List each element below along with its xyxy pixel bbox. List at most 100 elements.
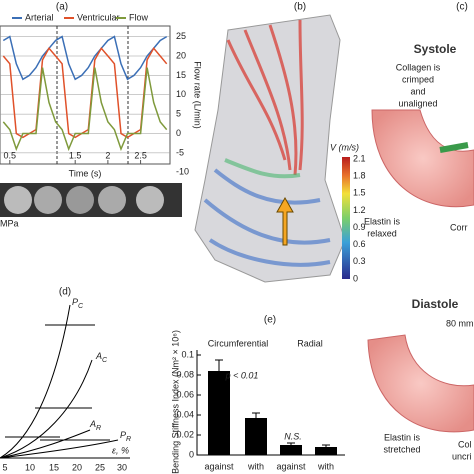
bar: [315, 447, 337, 455]
y-tick-label: 0: [176, 128, 181, 138]
panel-label: (e): [264, 315, 276, 326]
y-axis-label: Bending Stiffness Index (Nm² × 10⁶): [170, 330, 180, 474]
curve-label-sub: C: [78, 303, 84, 310]
streamlines: [226, 19, 304, 176]
annotation: unaligned: [398, 98, 437, 108]
annotation: Elastin is: [364, 216, 401, 226]
y-tick-label: 0.04: [176, 409, 194, 419]
panel-a: (a) MPa -10 -5 0 5 10 15 20 25 0.5 1.5 2 2.5 Time (s…: [0, 2, 203, 228]
error-bars: [5, 324, 110, 441]
error-bar: [287, 442, 295, 445]
curve-label-main: A: [89, 419, 96, 429]
x-tick-label: 10: [25, 462, 35, 472]
x-tick-label: 1.5: [69, 150, 82, 160]
vessel-wall: [371, 109, 474, 208]
curve-label: AC: [95, 351, 108, 363]
curve: [0, 304, 71, 459]
x-tick-label: 30: [117, 462, 127, 472]
x-axis-label: Time (s): [69, 168, 102, 178]
error-bar: [252, 412, 260, 418]
annotation: relaxed: [367, 228, 397, 238]
y-tick-label: 0.1: [181, 349, 194, 359]
x-tick-label: 2: [105, 150, 110, 160]
y-tick-label: 0.06: [176, 389, 194, 399]
x-tick-label: with: [317, 461, 334, 471]
bar: [208, 371, 230, 455]
valve-image: [98, 186, 126, 214]
annotation: Elastin is: [384, 432, 421, 442]
colorbar-label: 0.3: [353, 256, 366, 266]
phase-title: Systole: [414, 42, 457, 56]
bar: [280, 445, 302, 455]
plot-lines: [2, 35, 168, 152]
curve-label: PC: [72, 297, 84, 309]
x-tick-label: 0.5: [4, 150, 17, 160]
annotation: N.S.: [284, 431, 302, 441]
x-tick-label: 20: [72, 462, 82, 472]
annotation: uncri: [452, 451, 472, 461]
valve-image: [66, 186, 94, 214]
x-tick-label: against: [204, 461, 234, 471]
streamlines: [224, 158, 301, 179]
y-tick-label: 0.08: [176, 369, 194, 379]
curve-label: PR: [120, 430, 131, 442]
colorbar-label: 1.8: [353, 171, 366, 181]
curve: [0, 359, 93, 459]
annotation: Collagen is: [396, 62, 441, 72]
panel-c: (c) Systole Collagen is crimped and unal…: [364, 2, 474, 461]
flow-arrow: [439, 142, 469, 153]
x-tick-label: against: [276, 461, 306, 471]
curve-label-sub: R: [96, 425, 101, 432]
curve-label: AR: [89, 419, 101, 431]
x-tick-label: 25: [95, 462, 105, 472]
annotation: Col: [458, 439, 472, 449]
streamlines: [203, 168, 331, 267]
annotation: Radial: [297, 338, 323, 348]
curve: [0, 429, 91, 459]
annotation: Corr: [450, 222, 468, 232]
panel-label: (c): [456, 2, 468, 13]
annotation: Circumferential: [208, 338, 269, 348]
colorbar-label: 1.2: [353, 205, 366, 215]
curve-label-main: P: [72, 297, 78, 307]
annotation: 80 mm: [446, 318, 474, 328]
curve: [0, 439, 119, 459]
curve-label-sub: C: [102, 357, 108, 364]
valve-image: [34, 186, 62, 214]
x-axis-label: ε, %: [112, 445, 129, 455]
y-axis-label: Flow rate (L/min): [193, 61, 203, 129]
annotation: p < 0.01: [225, 370, 259, 380]
annotation: and: [410, 86, 425, 96]
series-line: [2, 67, 168, 152]
valve-image: [136, 186, 164, 214]
y-tick-label: -5: [176, 147, 184, 157]
flow-arrow: [276, 196, 294, 246]
y-tick-label: 20: [176, 50, 186, 60]
legend-label: Ventricular: [77, 12, 120, 22]
x-tick-label: 15: [49, 462, 59, 472]
error-bar: [322, 444, 330, 447]
colorbar-label: 0.6: [353, 239, 366, 249]
phase-title: Diastole: [412, 297, 459, 311]
error-bar: [215, 359, 223, 371]
legend-label: Flow: [129, 12, 149, 22]
y-tick-label: 0: [189, 449, 194, 459]
annotation: stretched: [383, 444, 420, 454]
panel-label: (b): [294, 2, 306, 13]
curve-label-sub: R: [126, 436, 131, 443]
colorbar-label: 0: [353, 273, 358, 283]
y-tick-label: 25: [176, 31, 186, 41]
x-tick-label: 5: [2, 462, 7, 472]
aorta: [194, 14, 346, 283]
bar: [245, 418, 267, 455]
colorbar-label: 0.9: [353, 222, 366, 232]
y-tick-label: 10: [176, 89, 186, 99]
y-tick-label: 0.02: [176, 429, 194, 439]
annotation: crimped: [402, 74, 434, 84]
colorbar-label: 1.5: [353, 188, 366, 198]
colorbar: [342, 157, 350, 279]
curve-label-main: P: [120, 430, 126, 440]
